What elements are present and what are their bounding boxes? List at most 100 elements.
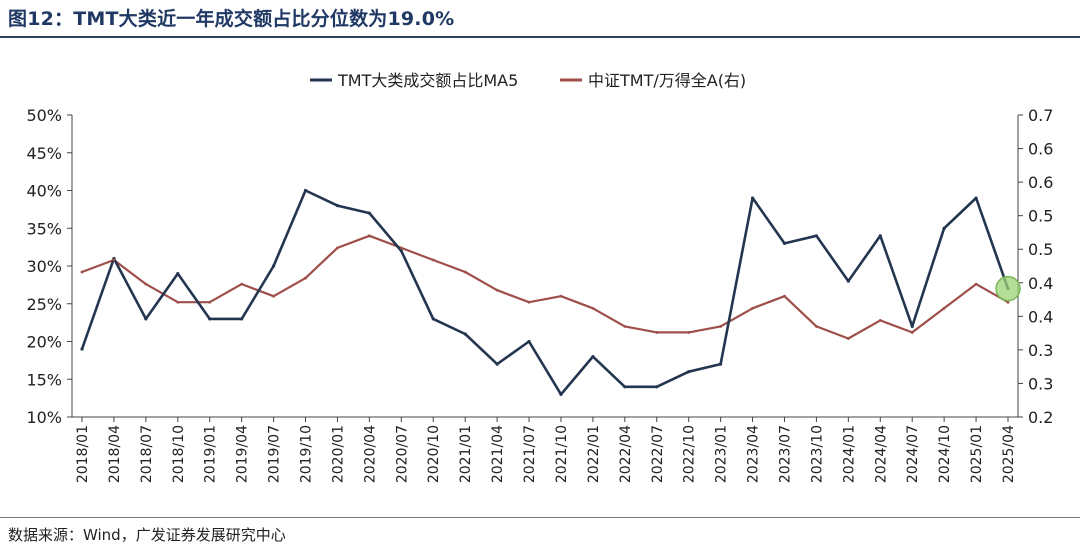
tmt-share-point	[623, 385, 627, 389]
source-divider	[0, 517, 1080, 518]
x-tick-label: 2024/10	[937, 425, 953, 483]
tmt-ratio-point	[783, 294, 786, 298]
left-tick-label: 35%	[26, 219, 62, 238]
right-tick-label: 0.7	[1028, 106, 1053, 125]
tmt-ratio-point	[144, 282, 148, 286]
x-tick-label: 2025/04	[1001, 425, 1017, 483]
right-tick-label: 0.3	[1028, 374, 1053, 393]
right-tick-label: 0.4	[1028, 274, 1053, 293]
tmt-share-point	[208, 317, 212, 321]
tmt-share-point	[974, 196, 978, 200]
tmt-share-point	[878, 234, 882, 238]
x-tick-label: 2024/01	[841, 425, 857, 483]
tmt-ratio-point	[974, 282, 978, 286]
tmt-ratio-point	[304, 276, 307, 280]
x-tick-label: 2019/07	[267, 425, 283, 483]
chart-svg: TMT大类成交额占比MA5 中证TMT/万得全A(右) 10% 15% 20% 25%…	[26, 71, 1053, 483]
title-divider	[0, 36, 1080, 38]
x-tick-label: 2022/10	[682, 425, 698, 483]
tmt-share-point	[750, 196, 755, 200]
x-tick-label: 2022/07	[650, 425, 666, 483]
tmt-ratio-point	[240, 282, 244, 286]
tmt-share-point	[655, 385, 659, 389]
tmt-share-point	[335, 204, 340, 208]
tmt-ratio-point	[176, 300, 180, 304]
tmt-share-point	[367, 211, 371, 215]
left-tick-label: 30%	[26, 257, 62, 276]
tmt-share-point	[910, 324, 914, 328]
tmt-ratio-point	[719, 325, 723, 328]
left-tick-label: 15%	[26, 370, 62, 389]
tmt-ratio-point	[878, 318, 882, 322]
tmt-ratio-point	[527, 300, 531, 304]
right-tick-label: 0.3	[1028, 341, 1053, 360]
tmt-share-point	[144, 317, 148, 321]
tmt-share-point	[559, 392, 563, 396]
x-tick-label: 2019/01	[203, 425, 219, 483]
left-tick-label: 45%	[26, 144, 62, 163]
chart-title: 图12：TMT大类近一年成交额占比分位数为19.0%	[8, 8, 455, 30]
x-tick-label: 2023/10	[809, 425, 825, 483]
tmt-ratio-point	[112, 258, 116, 262]
tmt-share-point	[240, 317, 244, 321]
x-tick-label: 2019/04	[235, 425, 251, 483]
legend: TMT大类成交额占比MA5 中证TMT/万得全A(右)	[310, 71, 746, 90]
left-tick-label: 20%	[26, 333, 62, 352]
right-tick-label: 0.6	[1028, 140, 1053, 159]
x-tick-label: 2020/07	[394, 425, 410, 483]
right-tick-label: 0.5	[1028, 207, 1053, 226]
x-tick-label: 2023/07	[777, 425, 793, 483]
series-line-tmt-ratio	[81, 234, 1009, 340]
left-tick-label: 25%	[26, 295, 62, 314]
tmt-share-point	[80, 347, 84, 351]
legend-label-tmt-share: TMT大类成交额占比MA5	[337, 71, 518, 90]
tmt-ratio-point	[846, 337, 850, 340]
right-axis-ticks: 0.2 0.3 0.3 0.4 0.4 0.5 0.5 0.6 0.6 0.7	[1018, 106, 1053, 427]
tmt-ratio-point	[910, 331, 914, 334]
x-tick-label: 2020/04	[362, 425, 378, 483]
tmt-share-point	[814, 234, 819, 238]
tmt-share-point	[846, 279, 850, 283]
x-tick-label: 2023/04	[746, 425, 762, 483]
tmt-share-point	[431, 317, 435, 321]
tmt-share-point	[591, 355, 595, 359]
series-points	[80, 188, 1010, 396]
tmt-share-point	[782, 241, 787, 245]
x-tick-label: 2018/04	[107, 425, 123, 483]
tmt-ratio-point	[399, 246, 403, 250]
tmt-ratio-point	[431, 258, 435, 262]
tmt-ratio-point	[272, 294, 275, 298]
x-tick-label: 2021/01	[458, 425, 474, 483]
tmt-ratio-point	[336, 246, 339, 250]
tmt-ratio-point	[942, 306, 946, 310]
left-tick-label: 40%	[26, 182, 62, 201]
right-tick-label: 0.5	[1028, 240, 1053, 259]
series-line-tmt-share	[80, 189, 1010, 396]
tmt-ratio-point	[463, 270, 467, 274]
x-tick-label: 2018/01	[75, 425, 91, 483]
x-tick-label: 2023/01	[714, 425, 730, 483]
left-axis-ticks: 10% 15% 20% 25% 30% 35% 40% 45% 50%	[26, 106, 72, 427]
right-tick-label: 0.4	[1028, 307, 1053, 326]
tmt-ratio-point	[80, 270, 84, 274]
legend-label-tmt-ratio: 中证TMT/万得全A(右)	[588, 71, 746, 90]
x-tick-label: 2021/07	[522, 425, 538, 483]
source-note: 数据来源：Wind，广发证券发展研究中心	[8, 526, 286, 544]
tmt-ratio-point	[559, 294, 563, 298]
left-tick-label: 50%	[26, 106, 62, 125]
tmt-share-point	[271, 264, 276, 268]
x-tick-label: 2022/04	[618, 425, 634, 483]
x-tick-label: 2018/10	[171, 425, 187, 483]
x-tick-label: 2021/04	[490, 425, 506, 483]
tmt-ratio-point	[1006, 300, 1010, 304]
tmt-ratio-point	[687, 331, 691, 334]
x-tick-label: 2020/01	[330, 425, 346, 483]
tmt-ratio-point	[655, 331, 659, 334]
tmt-share-point	[176, 271, 180, 276]
x-tick-label: 2022/01	[586, 425, 602, 483]
x-tick-label: 2024/07	[905, 425, 921, 483]
tmt-ratio-point	[751, 306, 754, 310]
right-tick-label: 0.6	[1028, 173, 1053, 192]
x-tick-label: 2018/07	[139, 425, 155, 483]
tmt-ratio-point	[208, 300, 212, 304]
